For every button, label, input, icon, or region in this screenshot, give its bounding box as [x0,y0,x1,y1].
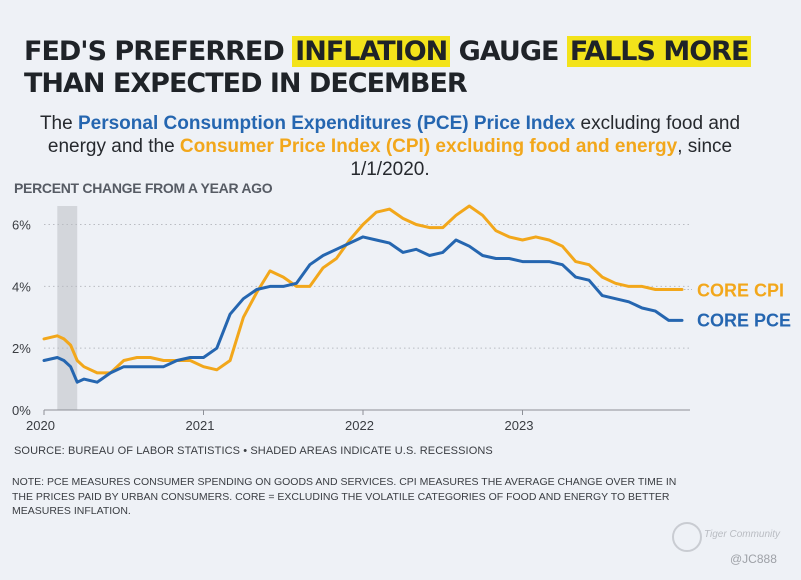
y-tick-label: 4% [12,279,31,294]
x-tick-label: 2022 [345,418,374,433]
recession-band [57,206,78,410]
series-line-core-pce [42,235,684,384]
tiger-logo-icon [672,522,702,552]
subtitle-pce-name: Personal Consumption Expenditures (PCE) … [77,113,576,134]
x-tick-label: 2023 [505,418,534,433]
title-part-1: FED'S PREFERRED [24,36,293,67]
x-tick-label: 2020 [26,418,55,433]
footnote: NOTE: PCE MEASURES CONSUMER SPENDING ON … [12,476,677,517]
y-axis-title: PERCENT CHANGE FROM A YEAR AGO [14,180,273,196]
subtitle-suffix: , since 1/1/2020. [350,136,733,180]
title-highlight-inflation: INFLATION [292,36,451,67]
subtitle-middle: excluding food and energy and the [47,113,741,157]
y-tick-label: 2% [12,341,31,356]
chart-title: FED'S PREFERRED INFLATION GAUGE FALLS MO… [24,36,784,100]
chart-subtitle: The Personal Consumption Expenditures (P… [10,112,770,181]
y-tick-label: 0% [12,403,31,418]
title-highlight-falls-more: FALLS MORE [566,36,752,67]
series-label-core-cpi: CORE CPI [697,280,784,300]
watermark-handle: @JC888 [730,552,777,566]
series-label-core-pce: CORE PCE [697,310,791,330]
series-line-core-cpi [42,204,684,375]
subtitle-cpi-name: Consumer Price Index (CPI) excluding foo… [179,136,678,157]
source-note: SOURCE: BUREAU OF LABOR STATISTICS • SHA… [14,445,493,457]
title-part-2: GAUGE [450,36,567,67]
x-tick-label: 2021 [186,418,215,433]
y-tick-label: 6% [12,218,31,233]
watermark-text: Tiger Community [704,529,781,540]
watermark: Tiger Community @JC888 [672,522,792,572]
title-part-3: THAN EXPECTED IN DECEMBER [24,68,468,99]
subtitle-prefix: The [39,113,78,134]
